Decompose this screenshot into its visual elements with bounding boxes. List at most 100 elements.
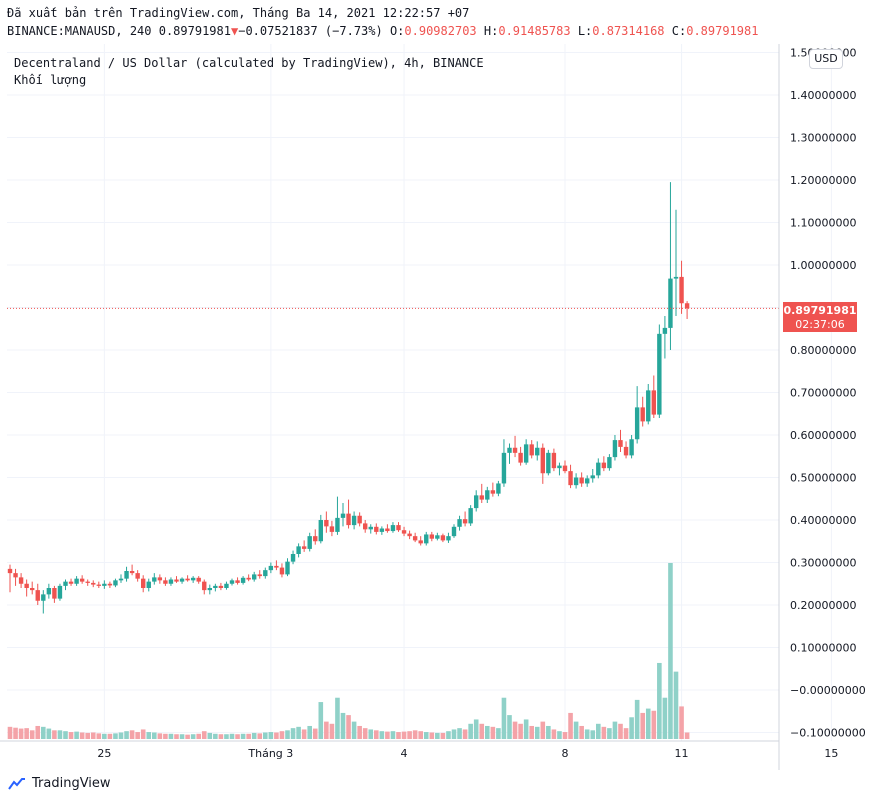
candle-body <box>202 581 207 591</box>
candle-body <box>623 446 629 456</box>
volume-bar <box>340 712 346 739</box>
candle-body <box>91 582 96 585</box>
candle-body <box>540 447 545 474</box>
candle-body <box>346 513 351 526</box>
volume-bar <box>218 734 224 739</box>
candle-body <box>390 525 396 532</box>
volume-bar <box>407 731 412 739</box>
candle-body <box>646 390 651 422</box>
candle-body <box>684 303 690 309</box>
candle-body <box>385 528 390 532</box>
volume-bar <box>462 729 468 739</box>
candle-body <box>96 584 101 586</box>
volume-bar <box>307 725 312 739</box>
candle-body <box>235 580 240 583</box>
candle-body <box>252 574 257 580</box>
volume-bar <box>357 725 362 739</box>
candle-body <box>418 540 423 544</box>
volume-bar <box>246 733 251 739</box>
volume-bar <box>557 731 562 739</box>
candle-body <box>85 581 90 583</box>
candle-body <box>640 407 645 422</box>
price-tick-label: −0.10000000 <box>790 727 866 740</box>
open-value: 0.90982703 <box>404 24 477 38</box>
candle-body <box>462 519 468 524</box>
price-tick-label: −0.00000000 <box>790 684 866 697</box>
candle-body <box>174 579 179 582</box>
low-value: 0.87314168 <box>592 24 665 38</box>
price-tick-label: 0.30000000 <box>790 557 856 570</box>
tradingview-logo-icon <box>8 777 25 790</box>
volume-bar <box>673 671 679 739</box>
candle-body <box>13 573 18 578</box>
volume-bar <box>135 732 140 739</box>
candle-body <box>424 534 429 544</box>
candle-body <box>407 533 412 537</box>
candle-body <box>18 577 24 584</box>
candle-body <box>668 278 673 328</box>
volume-bar <box>490 726 496 739</box>
candle-body <box>113 580 118 586</box>
volume-bar <box>618 723 623 739</box>
candle-body <box>335 517 340 532</box>
price-tick-label: 0.50000000 <box>790 472 856 485</box>
candle-body <box>324 520 329 527</box>
volume-bar <box>446 731 451 739</box>
volume-bar <box>335 697 340 739</box>
chart-legend-title: Decentraland / US Dollar (calculated by … <box>14 56 484 70</box>
candle-body <box>240 577 246 583</box>
volume-bar <box>362 728 368 739</box>
price-tick-label: 0.20000000 <box>790 599 856 612</box>
candle-body <box>529 444 534 456</box>
volume-bar <box>523 719 529 739</box>
volume-bar <box>423 732 429 739</box>
candle-body <box>124 571 129 579</box>
time-tick-label: Tháng 3 <box>247 747 293 760</box>
candle-body <box>152 577 157 582</box>
volume-bar <box>546 725 551 739</box>
volume-bar <box>607 728 612 739</box>
volume-bar <box>29 730 35 739</box>
volume-bar <box>534 726 540 739</box>
volume-bar <box>263 732 268 739</box>
price-chart[interactable]: 1.500000001.400000001.300000001.20000000… <box>0 0 876 770</box>
volume-bar <box>207 732 213 739</box>
volume-bar <box>118 732 124 739</box>
candle-body <box>168 579 174 584</box>
volume-bar <box>152 732 157 739</box>
time-axis: 25 Tháng 3 4 8 11 15 <box>0 740 838 760</box>
volume-bar <box>79 732 85 739</box>
candle-body <box>7 568 13 574</box>
candle-body <box>30 588 35 591</box>
candle-body <box>35 590 40 601</box>
candle-body <box>74 578 79 584</box>
candle-body <box>141 578 146 588</box>
volume-bar <box>596 723 601 739</box>
volume-bar <box>179 734 185 739</box>
candle-body <box>246 577 251 580</box>
candle-body <box>79 578 85 582</box>
currency-button[interactable]: USD <box>809 49 843 69</box>
volume-bar <box>296 726 301 739</box>
volume-bar <box>7 726 13 739</box>
volume-bar <box>57 730 63 739</box>
volume-bar <box>623 728 629 739</box>
volume-bar <box>229 733 235 739</box>
footer-brand[interactable]: TradingView <box>8 776 111 791</box>
volume-bar <box>257 733 263 739</box>
volume-bar <box>46 728 52 739</box>
volume-bars <box>7 563 690 739</box>
candle-body <box>313 536 318 542</box>
candle-body <box>579 477 584 484</box>
volume-bar <box>113 733 118 739</box>
high-value: 0.91485783 <box>498 24 571 38</box>
volume-bar <box>285 730 290 739</box>
volume-bar <box>124 731 129 739</box>
candle-body <box>157 577 163 581</box>
close-value: 0.89791981 <box>686 24 759 38</box>
volume-bar <box>634 699 640 739</box>
candle-body <box>207 588 212 591</box>
volume-bar <box>684 732 690 739</box>
candle-body <box>629 439 634 456</box>
volume-bar <box>318 702 324 739</box>
